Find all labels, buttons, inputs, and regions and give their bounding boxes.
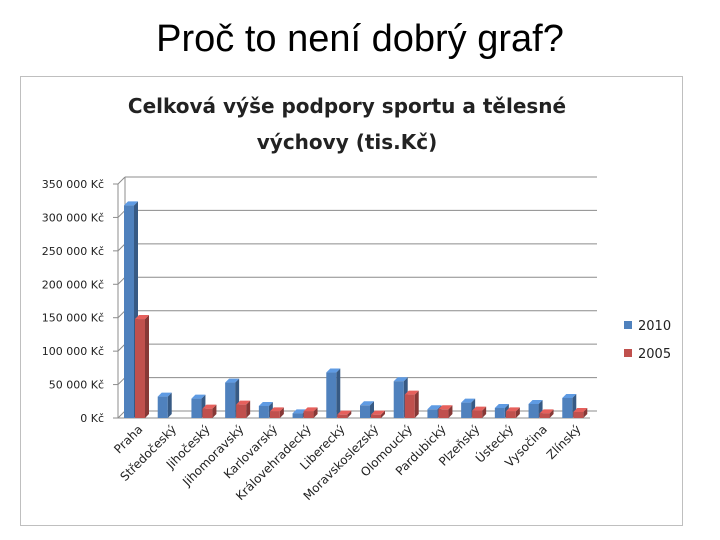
- y-tick-labels: 0 Kč 50 000 Kč 100 000 Kč 150 000 Kč 200 000…: [42, 178, 104, 425]
- gridline-side: [117, 377, 126, 385]
- chart-title-line-1: Celková výše podpory sportu a tělesné: [128, 94, 566, 118]
- legend: 2010 2005: [624, 319, 671, 362]
- bar-2010-7: [326, 368, 341, 418]
- gridline-side: [117, 176, 126, 185]
- gridline-side: [117, 310, 126, 319]
- gridline-side: [117, 243, 126, 252]
- y-tick-label: 0 Kč: [80, 412, 104, 425]
- y-tick-label: 200 000 Kč: [42, 278, 104, 291]
- legend-label-2010: 2010: [638, 319, 671, 334]
- bar-2005-1: [135, 315, 149, 418]
- gridline-side: [117, 410, 126, 419]
- slide-title: Proč to není dobrý graf?: [156, 18, 564, 60]
- bar-2005-8: [371, 410, 385, 418]
- bar-2005-10: [438, 405, 453, 418]
- gridline-side: [117, 343, 126, 352]
- bar-2005-3: [202, 404, 217, 418]
- category-label: Zlínský: [544, 422, 584, 462]
- bar-2005-13: [539, 409, 554, 418]
- bar-2005-4: [236, 400, 251, 418]
- bar-2005-14: [573, 407, 588, 418]
- y-tick-label: 100 000 Kč: [42, 345, 104, 358]
- y-tick-label: 50 000 Kč: [49, 379, 104, 392]
- bar-2005-6: [303, 407, 318, 418]
- bar-2010-8: [360, 401, 374, 418]
- legend-swatch-2005: [624, 349, 632, 357]
- bars: [124, 201, 588, 418]
- bar-2005-9: [404, 390, 419, 418]
- legend-label-2005: 2005: [638, 347, 671, 362]
- y-tick-label: 250 000 Kč: [42, 245, 104, 258]
- bar-2005-7: [337, 410, 352, 418]
- chart-title-line-2: výchovy (tis.Kč): [257, 130, 438, 154]
- bar-2010-2: [157, 392, 172, 418]
- gridline-side: [117, 210, 126, 218]
- y-tick-label: 150 000 Kč: [42, 312, 104, 325]
- bar-2005-5: [269, 407, 284, 418]
- bar-2005-11: [472, 406, 487, 418]
- bar-2005-12: [505, 407, 520, 418]
- gridlines: [117, 176, 597, 419]
- axes: [113, 177, 590, 419]
- legend-swatch-2010: [624, 321, 632, 329]
- y-tick-label: 300 000 Kč: [42, 211, 104, 224]
- gridline-side: [117, 276, 126, 285]
- y-tick-label: 350 000 Kč: [42, 178, 104, 191]
- category-labels: PrahaStředočeskýJihočeskýJihomoravskýKar…: [111, 422, 583, 504]
